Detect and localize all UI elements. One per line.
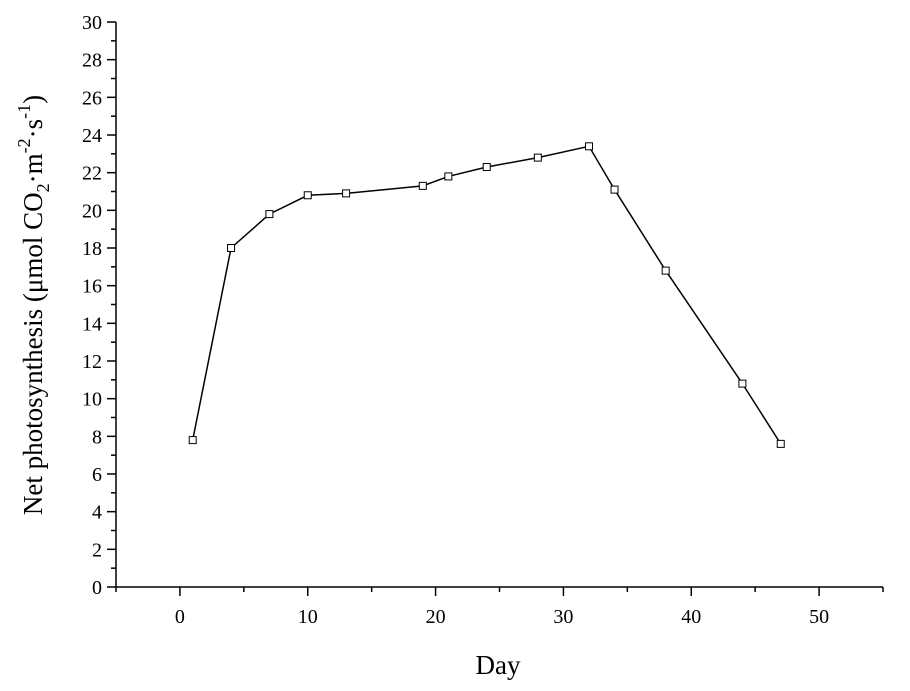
y-tick-label: 24 [82,125,102,147]
y-axis-title-superscript-2: -1 [14,104,34,119]
x-tick-label: 0 [175,606,185,628]
x-tick-label: 50 [809,606,829,628]
data-point [227,244,236,252]
data-point [610,185,619,194]
series-group [188,142,785,448]
series-line [191,145,782,445]
data-point [776,439,785,448]
y-tick-label: 18 [82,238,102,260]
y-tick-label: 10 [82,389,102,411]
data-point [444,172,453,181]
y-tick-label: 6 [92,464,102,486]
data-point [265,210,274,219]
x-axis-title: Day [476,650,521,680]
data-point [303,191,312,200]
x-tick-label: 10 [298,606,318,628]
y-tick-label: 22 [82,163,102,185]
y-axis-title-mid1: ·m [18,153,48,183]
data-point [661,266,670,275]
y-axis-title-superscript-1: -2 [14,138,34,153]
y-axis-title-mid2: ·s [18,119,48,139]
x-tick-label: 20 [426,606,446,628]
y-tick-label: 12 [82,351,102,373]
x-tick-label: 40 [681,606,701,628]
data-point [584,142,593,151]
y-axis-title-subscript: 2 [33,183,53,192]
y-axis-title: Net photosynthesis (μmol CO2·m-2·s-1) [14,95,53,515]
y-axis-title-suffix: ) [18,95,48,104]
y-tick-label: 4 [92,502,102,524]
y-tick-label: 14 [82,313,102,335]
y-tick-label: 8 [92,426,102,448]
y-tick-label: 0 [92,577,102,599]
data-point [482,163,491,172]
y-tick-label: 28 [82,50,102,72]
x-tick-label: 30 [553,606,573,628]
y-tick-label: 20 [82,200,102,222]
y-axis-title-prefix: Net photosynthesis (μmol CO [18,192,48,515]
data-point [738,379,747,388]
data-point [342,189,351,198]
data-point [418,181,427,190]
y-tick-label: 26 [82,87,102,109]
y-tick-label: 16 [82,276,102,298]
plot-frame [115,22,883,588]
y-tick-label: 30 [82,12,102,34]
data-point [533,153,542,162]
y-tick-label: 2 [92,539,102,561]
x-axis-ticks: 0 10 20 30 40 50 [115,587,884,628]
data-point [188,436,197,445]
